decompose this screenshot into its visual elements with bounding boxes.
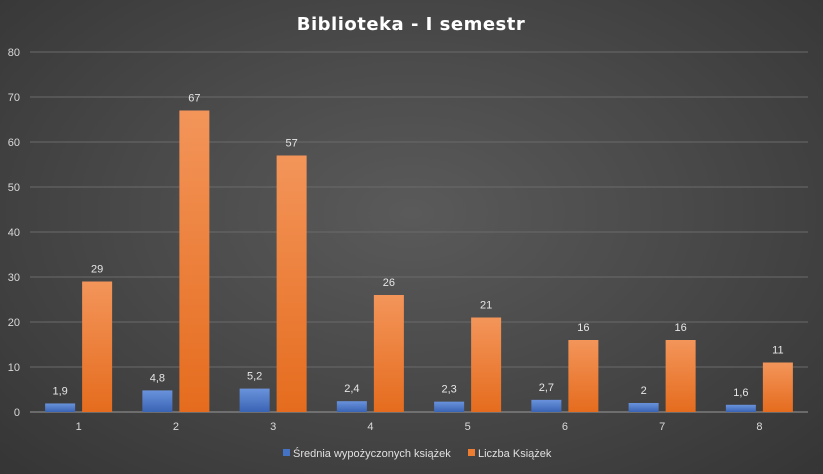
y-tick-label: 0: [14, 407, 20, 419]
data-label: 2,4: [344, 383, 359, 395]
data-label: 57: [286, 138, 298, 150]
x-tick-label: 3: [270, 421, 276, 433]
data-label: 2: [641, 385, 647, 397]
bar-series-1-cat-6: [531, 399, 562, 412]
bar-series-2-cat-3: [276, 155, 307, 412]
bar-series-1-cat-5: [434, 401, 465, 412]
data-label: 21: [480, 300, 492, 312]
data-label: 26: [383, 277, 395, 289]
y-tick-label: 80: [8, 47, 20, 59]
data-label: 5,2: [247, 371, 262, 383]
bar-series-1-cat-3: [239, 388, 270, 412]
chart-title: Biblioteka - I semestr: [297, 14, 525, 35]
x-tick-label: 1: [76, 421, 82, 433]
data-label: 16: [577, 322, 589, 334]
data-label: 2,3: [441, 384, 456, 396]
legend-swatch: [468, 449, 475, 456]
x-tick-label: 8: [756, 421, 762, 433]
data-label: 29: [91, 264, 103, 276]
y-tick-label: 40: [8, 227, 20, 239]
x-tick-label: 7: [659, 421, 665, 433]
bar-series-1-cat-2: [142, 390, 173, 412]
bars: [45, 110, 793, 412]
y-tick-label: 70: [8, 92, 20, 104]
data-label: 4,8: [150, 372, 165, 384]
legend-label: Liczba Książek: [478, 448, 552, 460]
y-tick-label: 10: [8, 362, 20, 374]
bar-series-2-cat-7: [665, 340, 696, 412]
y-tick-label: 30: [8, 272, 20, 284]
y-axis-ticks: 0 10 20 30 40 50 60 70 80: [8, 47, 20, 419]
bar-series-2-cat-1: [82, 281, 113, 412]
y-tick-label: 50: [8, 182, 20, 194]
data-labels: 1,9 29 4,8 67 5,2 57 2,4 26 2,3 21 2,7 16 2 16 1,6 11: [52, 93, 783, 399]
y-tick-label: 60: [8, 137, 20, 149]
x-tick-label: 6: [562, 421, 568, 433]
data-label: 67: [188, 93, 200, 105]
data-label: 1,6: [733, 387, 748, 399]
data-label: 2,7: [539, 382, 554, 394]
data-label: 16: [675, 322, 687, 334]
data-label: 11: [772, 345, 783, 357]
legend-swatch: [283, 449, 290, 456]
bar-series-1-cat-4: [336, 401, 367, 412]
bar-series-2-cat-4: [373, 295, 404, 412]
legend: Średnia wypożyczonych książek Liczba Ksią…: [283, 447, 552, 460]
x-axis-ticks: 1 2 3 4 5 6 7 8: [76, 421, 763, 433]
x-tick-label: 2: [173, 421, 179, 433]
bar-series-2-cat-6: [568, 340, 599, 412]
bar-series-1-cat-7: [628, 403, 659, 412]
bar-series-1-cat-1: [45, 403, 76, 412]
bar-series-1-cat-8: [725, 404, 756, 412]
legend-label: Średnia wypożyczonych książek: [293, 447, 451, 460]
y-tick-label: 20: [8, 317, 20, 329]
bar-series-2-cat-8: [762, 362, 793, 412]
bar-series-2-cat-5: [471, 317, 502, 412]
bar-series-2-cat-2: [179, 110, 210, 412]
gridlines: [30, 51, 808, 413]
data-label: 1,9: [52, 385, 67, 397]
x-tick-label: 4: [367, 421, 373, 433]
x-tick-label: 5: [465, 421, 471, 433]
